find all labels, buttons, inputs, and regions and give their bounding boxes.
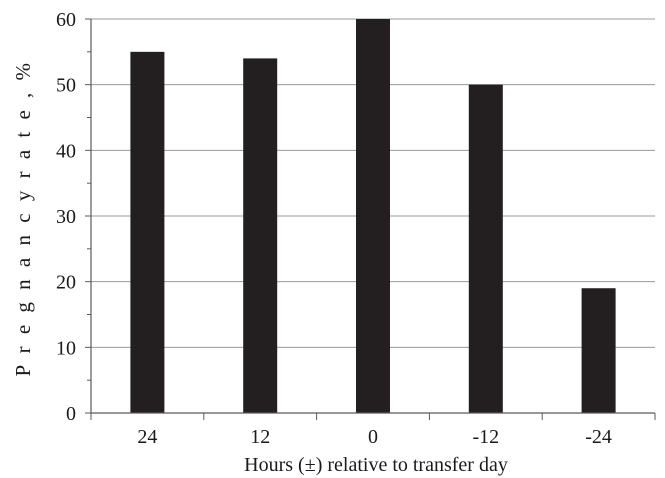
x-tick-label: -24 [585, 426, 612, 448]
bar-0 [356, 19, 390, 413]
bar--24 [581, 288, 616, 413]
x-tick-label: 24 [137, 426, 157, 448]
y-axis-title: P r e g n a n c y r a t e , % [11, 59, 35, 376]
bar-12 [243, 58, 278, 414]
y-tick-label: 30 [56, 206, 76, 228]
y-tick-label: 20 [56, 272, 76, 294]
y-tick-label: 10 [56, 337, 76, 359]
x-axis-title: Hours (±) relative to transfer day [244, 454, 508, 476]
y-tick-label: 50 [56, 75, 76, 97]
bar--12 [468, 84, 503, 414]
y-tick-label: 40 [56, 140, 76, 162]
x-tick-label: -12 [472, 426, 499, 448]
y-axis-ticks: 0 10 20 30 40 50 60 [56, 9, 91, 425]
x-tick-label: 12 [250, 426, 270, 448]
bars [130, 19, 616, 414]
bar-24 [130, 51, 165, 413]
y-tick-label: 60 [56, 9, 76, 31]
x-tick-label: 0 [368, 426, 378, 448]
y-tick-label: 0 [66, 403, 76, 425]
x-axis-ticks: 24 12 0 -12 -24 [90, 413, 656, 448]
